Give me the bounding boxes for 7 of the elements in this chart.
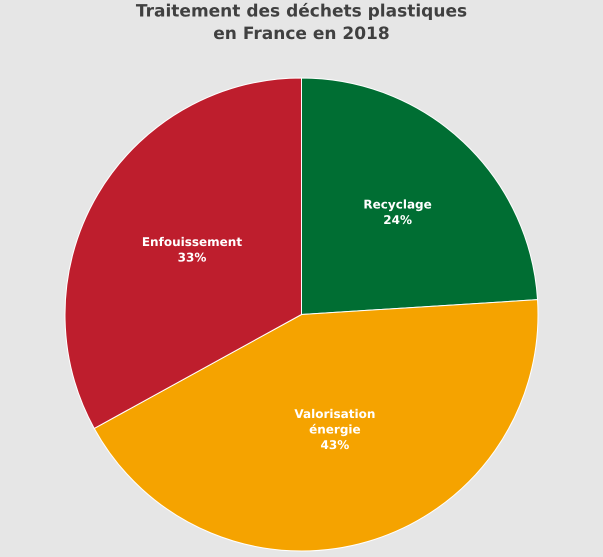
- slice-label: Enfouissement: [142, 235, 242, 249]
- slice-label: Recyclage: [363, 197, 432, 212]
- data-label: 43%: [320, 438, 350, 452]
- chart-title: Traitement des déchets plastiques en France en 2018: [136, 2, 468, 44]
- slice-label: Valorisation énergie: [294, 406, 376, 436]
- data-label: 33%: [178, 250, 206, 265]
- data-label: 24%: [383, 212, 412, 227]
